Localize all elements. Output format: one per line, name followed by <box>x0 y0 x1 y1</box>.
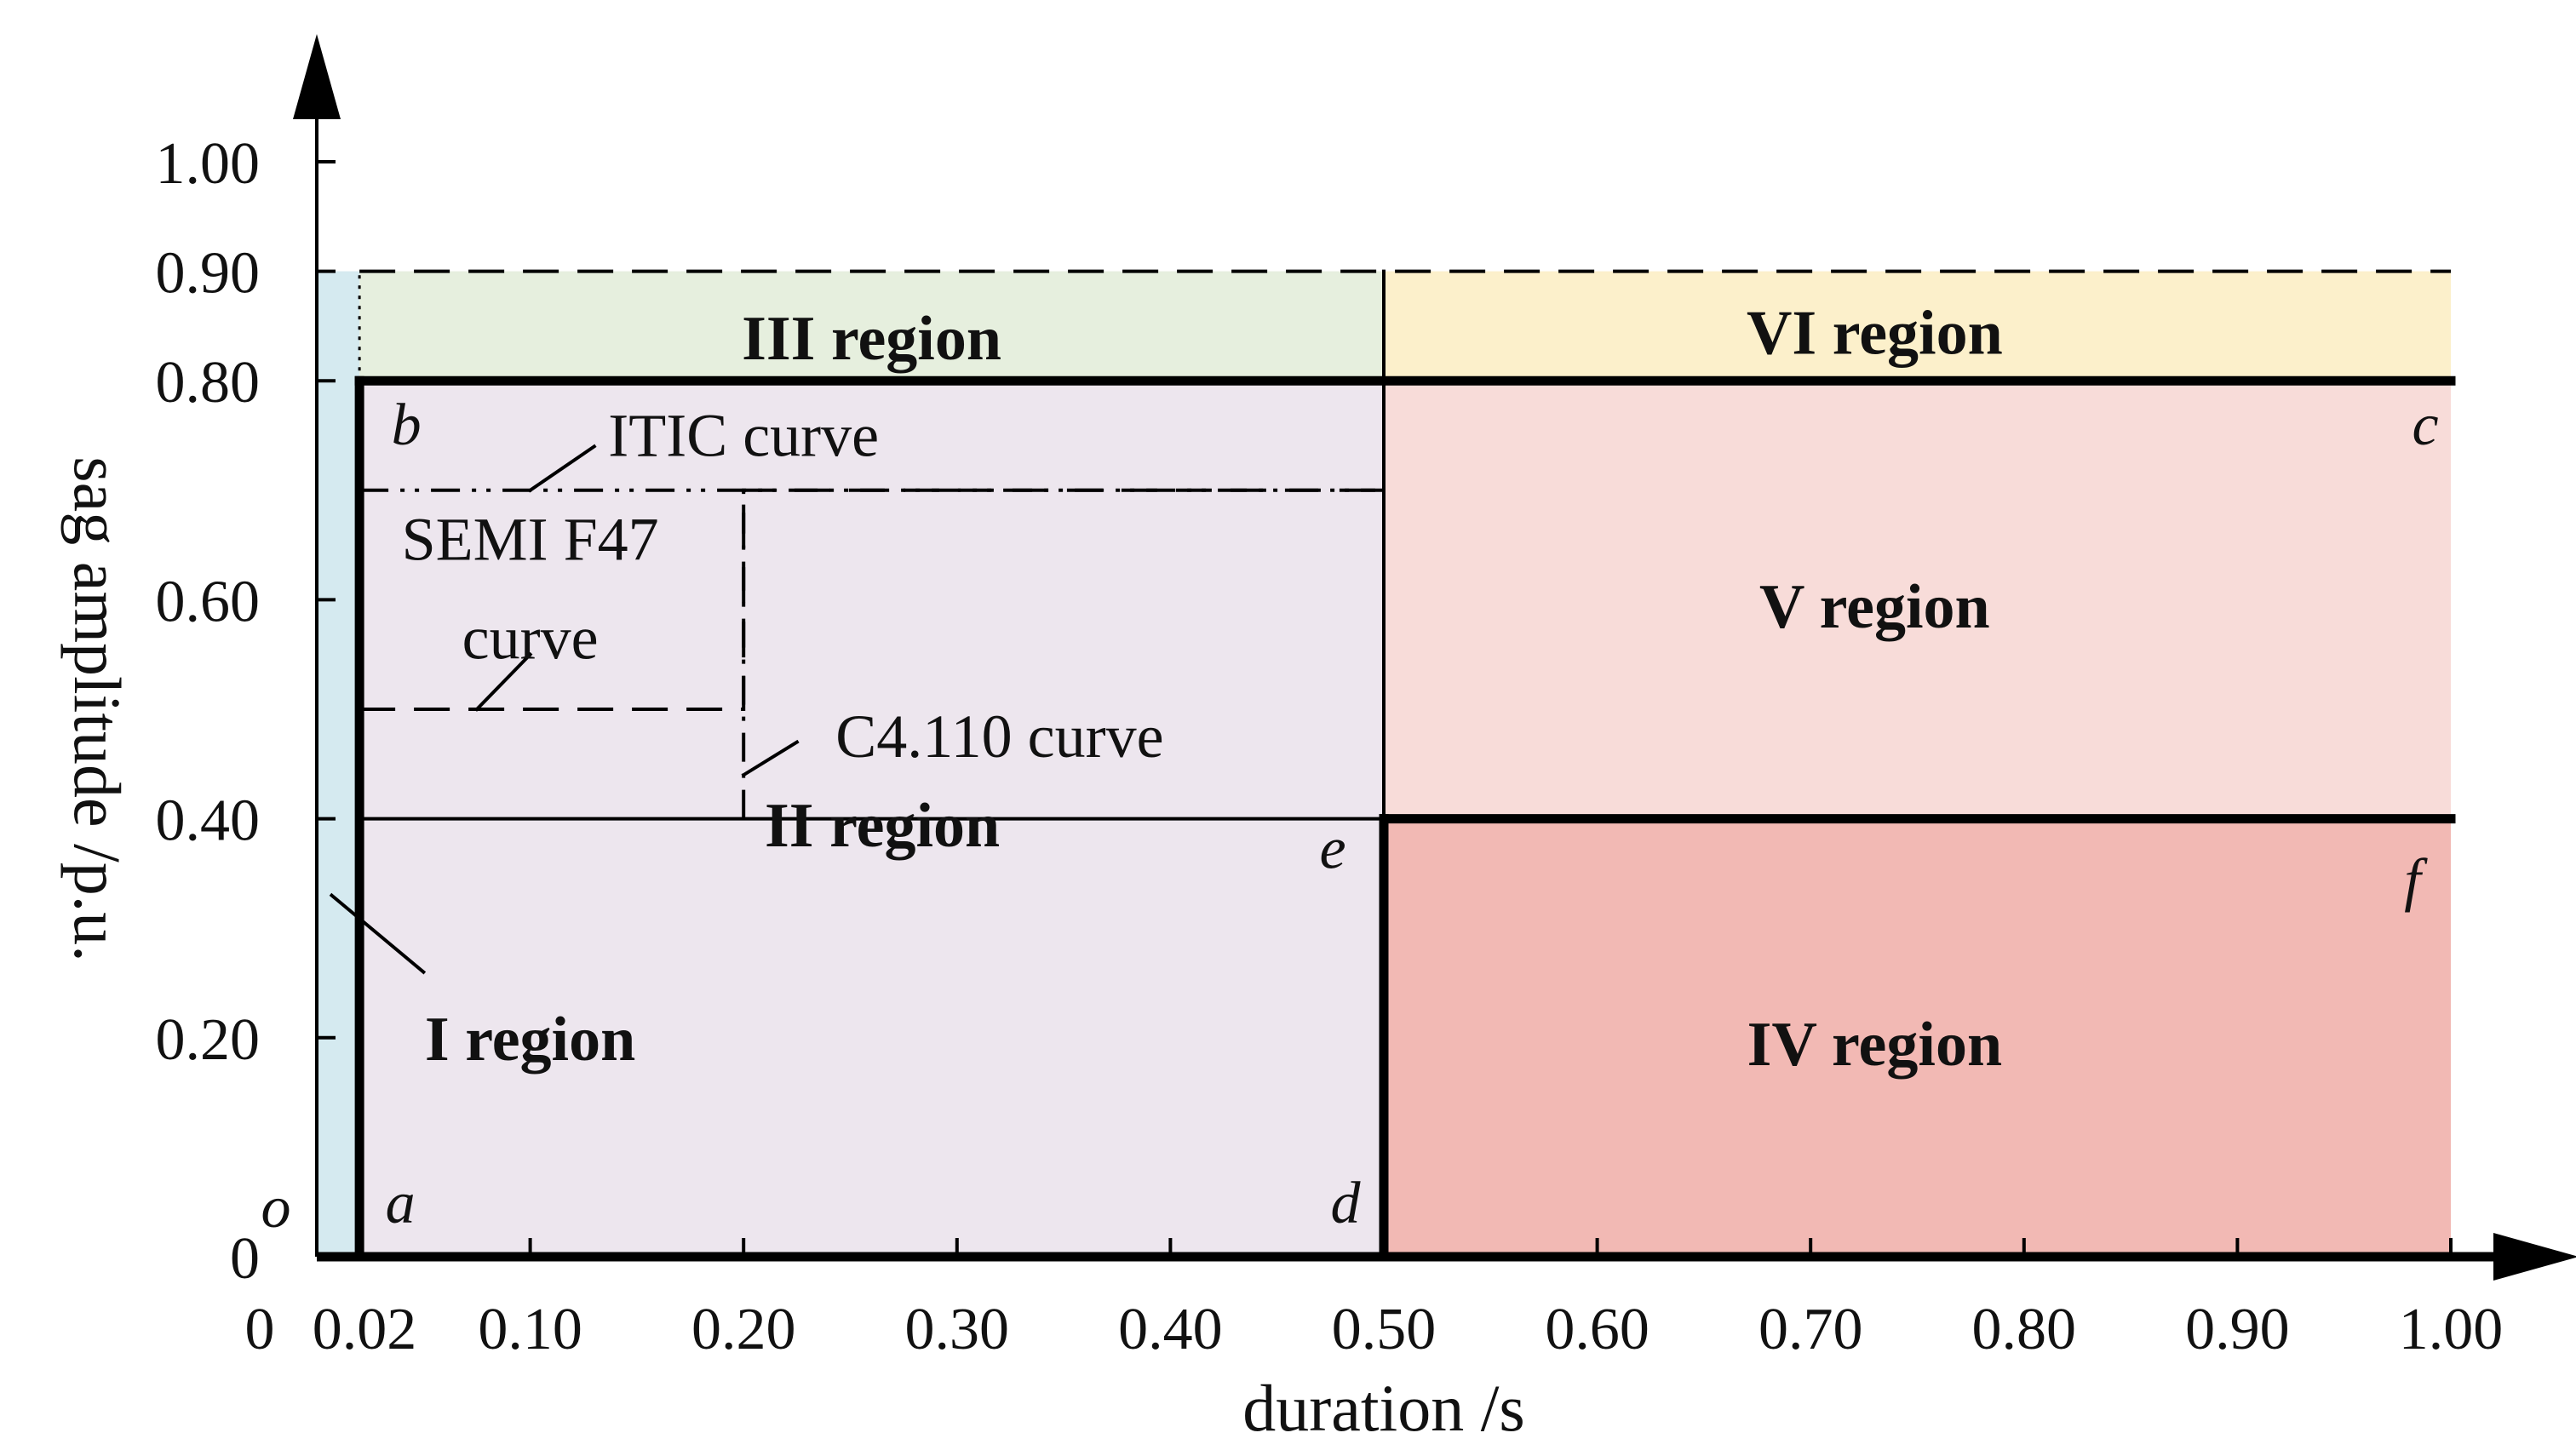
x-tick-label-0.90: 0.90 <box>2185 1297 2290 1362</box>
y-tick-label-0.80: 0.80 <box>156 350 261 416</box>
region-I-leader <box>329 892 427 975</box>
region-VI-label: VI region <box>1747 298 2003 368</box>
x-tick-label-0.40: 0.40 <box>1118 1297 1223 1362</box>
region-IV-label: IV region <box>1747 1010 2002 1080</box>
x-tick-label-0.80: 0.80 <box>1972 1297 2077 1362</box>
y-tick-label-1.00: 1.00 <box>156 131 261 197</box>
origin-label: o <box>261 1175 291 1241</box>
point-b-label: b <box>392 393 422 458</box>
point-e-label: e <box>1319 817 1345 882</box>
y-tick-label-0: 0 <box>230 1226 260 1292</box>
y-tick-label-0.20: 0.20 <box>156 1007 261 1073</box>
point-a-label: a <box>386 1171 416 1236</box>
axes-layer <box>293 34 2576 1281</box>
x-axis-arrow-icon <box>2493 1233 2576 1281</box>
x-tick-label-0.02: 0.02 <box>313 1297 417 1362</box>
x-tick-label-0.10: 0.10 <box>478 1297 582 1362</box>
x-tick-label-0: 0 <box>245 1297 275 1362</box>
itic-curve-label: ITIC curve <box>608 402 879 470</box>
x-tick-label-0.20: 0.20 <box>691 1297 796 1362</box>
itic-curve-leader <box>527 444 597 493</box>
semi-f47-curve-label-line-2: curve <box>462 605 599 673</box>
region-V-label: V region <box>1759 572 1990 642</box>
region-III-area <box>359 271 1384 381</box>
c4-110-curve-leader <box>741 739 800 777</box>
y-tick-label-0.90: 0.90 <box>156 241 261 307</box>
region-V-area <box>1384 381 2451 819</box>
region-I-label: I region <box>425 1005 635 1075</box>
point-c-label: c <box>2412 393 2438 458</box>
point-d-label: d <box>1331 1171 1362 1236</box>
x-tick-label-0.70: 0.70 <box>1758 1297 1863 1362</box>
semi-f47-curve-label-line-1: SEMI F47 <box>402 506 659 574</box>
x-tick-label-0.50: 0.50 <box>1332 1297 1437 1362</box>
x-tick-label-0.30: 0.30 <box>905 1297 1010 1362</box>
region-VI-area <box>1384 271 2451 381</box>
region-IV-area <box>1384 818 2451 1257</box>
y-tick-label-0.60: 0.60 <box>156 569 261 634</box>
semi-f47-curve-line <box>359 488 1384 711</box>
y-tick-label-0.40: 0.40 <box>156 788 261 854</box>
x-tick-label-0.60: 0.60 <box>1545 1297 1649 1362</box>
region-I-area <box>317 271 360 1258</box>
y-axis-arrow-icon <box>293 34 341 119</box>
region-III-label: III region <box>742 304 1001 374</box>
region-II-label: II region <box>765 791 1000 861</box>
x-axis-title: duration /s <box>1242 1371 1524 1445</box>
x-tick-label-1.00: 1.00 <box>2399 1297 2504 1362</box>
c4-110-curve-label: C4.110 curve <box>835 702 1163 771</box>
labels-layer: 0 0.02 0.10 0.20 0.30 0.40 0.50 0.60 0.70 0.80 0.9… <box>60 131 2503 1445</box>
y-axis-title: sag amplitude /p.u. <box>60 456 135 962</box>
semi-f47-curve-leader <box>474 651 533 712</box>
